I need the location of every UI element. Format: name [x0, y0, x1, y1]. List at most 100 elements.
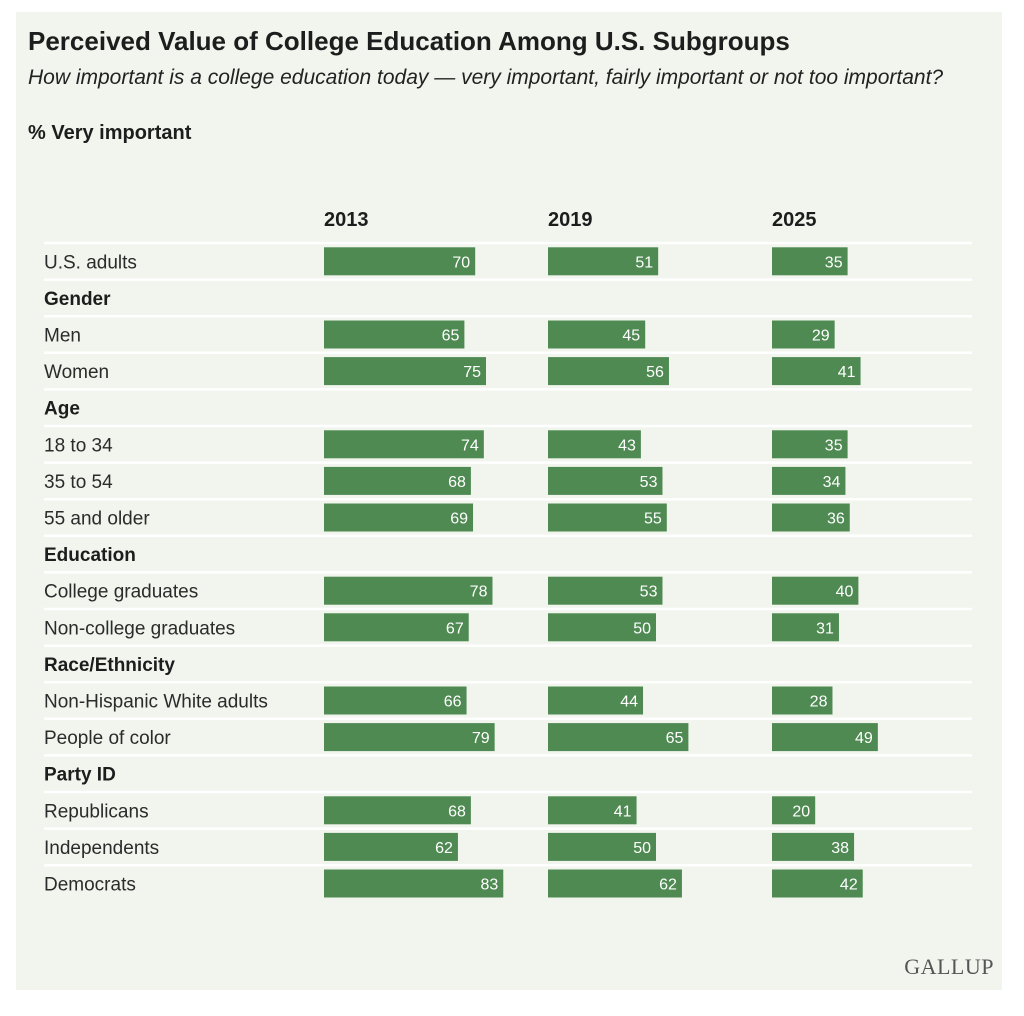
- bar-value-label: 50: [633, 620, 651, 637]
- bar-value-label: 20: [792, 803, 810, 820]
- measure-label: % Very important: [28, 122, 192, 144]
- bar-2025: [772, 796, 816, 825]
- bar-2019: [548, 466, 663, 495]
- bar-2013: [324, 430, 484, 459]
- bar-value-label: 70: [452, 254, 470, 271]
- year-header-2019: 2019: [548, 209, 593, 231]
- bar-value-label: 49: [855, 730, 873, 747]
- bar-value-label: 67: [446, 620, 464, 637]
- row-label: U.S. adults: [44, 252, 137, 273]
- bar-value-label: 34: [823, 474, 841, 491]
- bar-2019: [548, 796, 637, 825]
- bar-value-label: 83: [480, 877, 498, 894]
- bar-2025: [772, 869, 863, 898]
- row-label: Women: [44, 362, 109, 383]
- row-label: 18 to 34: [44, 435, 113, 456]
- bar-value-label: 74: [461, 437, 479, 454]
- row-label: Men: [44, 326, 81, 347]
- bar-value-label: 56: [646, 364, 664, 381]
- chart-title: Perceived Value of College Education Amo…: [28, 26, 790, 56]
- chart-card: [16, 12, 1002, 990]
- bar-value-label: 42: [840, 877, 858, 894]
- bar-value-label: 45: [622, 328, 640, 345]
- row-label: College graduates: [44, 582, 198, 603]
- bar-2013: [324, 503, 474, 532]
- row-label: Non-Hispanic White adults: [44, 692, 268, 713]
- bar-value-label: 53: [640, 584, 658, 601]
- bar-2025: [772, 430, 848, 459]
- row-label: Independents: [44, 838, 159, 859]
- bar-value-label: 28: [810, 694, 828, 711]
- bar-value-label: 69: [450, 511, 468, 528]
- group-heading: Party ID: [44, 765, 116, 786]
- bar-2025: [772, 320, 835, 349]
- bar-value-label: 65: [442, 328, 460, 345]
- bar-2013: [324, 832, 458, 861]
- bar-2025: [772, 466, 846, 495]
- group-heading: Age: [44, 399, 80, 420]
- bar-value-label: 31: [816, 620, 834, 637]
- bar-2025: [772, 723, 878, 752]
- group-heading: Race/Ethnicity: [44, 655, 175, 676]
- bar-2025: [772, 503, 850, 532]
- row-label: People of color: [44, 728, 171, 749]
- bar-value-label: 38: [831, 840, 849, 857]
- bar-value-label: 41: [838, 364, 856, 381]
- bar-2025: [772, 357, 861, 386]
- bar-2019: [548, 503, 667, 532]
- bar-value-label: 55: [644, 511, 662, 528]
- bar-2013: [324, 466, 471, 495]
- group-heading: Education: [44, 545, 136, 566]
- chart-subtitle: How important is a college education tod…: [28, 66, 944, 89]
- bar-value-label: 29: [812, 328, 830, 345]
- group-heading: Gender: [44, 289, 111, 310]
- bar-2013: [324, 723, 495, 752]
- bar-value-label: 53: [640, 474, 658, 491]
- bar-2013: [324, 613, 469, 642]
- bar-value-label: 68: [448, 474, 466, 491]
- year-header-2013: 2013: [324, 209, 369, 231]
- bar-2019: [548, 320, 646, 349]
- bar-2025: [772, 247, 848, 276]
- bar-value-label: 62: [659, 877, 677, 894]
- gallup-logo: GALLUP: [904, 954, 994, 979]
- bar-value-label: 35: [825, 254, 843, 271]
- bar-2019: [548, 613, 656, 642]
- bar-2025: [772, 613, 839, 642]
- bar-2019: [548, 832, 656, 861]
- row-label: 55 and older: [44, 509, 150, 530]
- bar-value-label: 79: [472, 730, 490, 747]
- bar-2013: [324, 869, 504, 898]
- bar-value-label: 50: [633, 840, 651, 857]
- row-label: 35 to 54: [44, 472, 113, 493]
- bar-value-label: 66: [444, 694, 462, 711]
- bar-2013: [324, 576, 493, 605]
- bar-value-label: 40: [836, 584, 854, 601]
- bar-2019: [548, 247, 659, 276]
- bar-value-label: 35: [825, 437, 843, 454]
- row-label: Democrats: [44, 875, 136, 896]
- bar-2025: [772, 686, 833, 715]
- bar-2013: [324, 357, 486, 386]
- bar-value-label: 78: [470, 584, 488, 601]
- bar-2013: [324, 686, 467, 715]
- bar-value-label: 51: [635, 254, 653, 271]
- year-header-2025: 2025: [772, 209, 817, 231]
- bar-2013: [324, 796, 471, 825]
- bar-2025: [772, 576, 859, 605]
- bar-2019: [548, 869, 682, 898]
- bar-value-label: 43: [618, 437, 636, 454]
- row-label: Non-college graduates: [44, 618, 235, 639]
- row-label: Republicans: [44, 801, 149, 822]
- bar-value-label: 75: [463, 364, 481, 381]
- bar-2013: [324, 320, 465, 349]
- bar-value-label: 36: [827, 511, 845, 528]
- bar-2025: [772, 832, 855, 861]
- bar-2019: [548, 576, 663, 605]
- bar-value-label: 68: [448, 803, 466, 820]
- bar-2013: [324, 247, 476, 276]
- bar-value-label: 41: [614, 803, 632, 820]
- bar-2019: [548, 686, 644, 715]
- bar-2019: [548, 723, 689, 752]
